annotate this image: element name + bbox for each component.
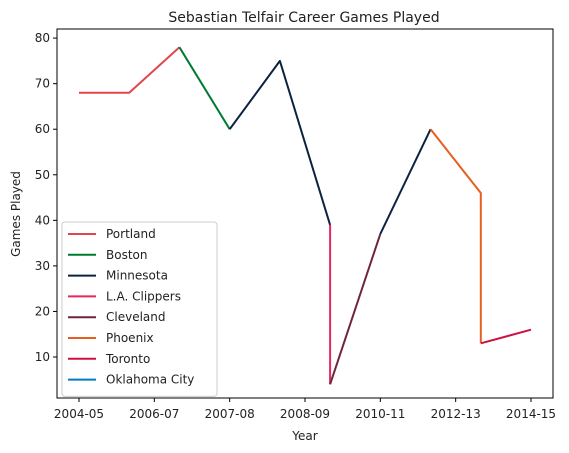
x-tick-label: 2014-15	[506, 407, 556, 421]
y-tick-label: 10	[35, 350, 50, 364]
series-line-1	[178, 46, 231, 130]
x-tick-label: 2012-13	[431, 407, 481, 421]
x-tick-label: 2008-09	[280, 407, 330, 421]
x-tick-label: 2006-07	[129, 407, 179, 421]
y-tick-label: 70	[35, 77, 50, 91]
y-axis-label: Games Played	[9, 171, 23, 257]
legend-label: Boston	[106, 248, 147, 262]
y-tick-label: 20	[35, 304, 50, 318]
series-line-4	[329, 233, 382, 385]
series-line-7	[480, 328, 532, 345]
legend: Portland Boston Minnesota L.A. Clippers Clev…	[61, 221, 218, 397]
x-tick-label: 2004-05	[54, 407, 104, 421]
x-tick-label: 2007-08	[205, 407, 255, 421]
series-line-2	[228, 59, 332, 226]
y-tick-label: 60	[35, 122, 50, 136]
legend-label: Phoenix	[106, 331, 154, 345]
legend-label: Oklahoma City	[106, 373, 194, 387]
x-axis: 2004-05 2006-07 2007-08 2008-09 2010-11 2012-…	[54, 398, 556, 421]
legend-box	[61, 221, 218, 397]
x-axis-label: Year	[291, 429, 317, 443]
legend-label: L.A. Clippers	[106, 289, 181, 303]
series-line-6	[429, 128, 482, 344]
legend-label: Toronto	[105, 352, 150, 366]
y-tick-label: 30	[35, 259, 50, 273]
y-tick-label: 80	[35, 31, 50, 45]
series-line-5	[379, 128, 432, 235]
chart-title: Sebastian Telfair Career Games Played	[168, 10, 439, 26]
series-line-0	[79, 46, 181, 94]
y-tick-label: 50	[35, 168, 50, 182]
x-tick-label: 2010-11	[355, 407, 405, 421]
y-axis: 10 20 30 40 50 60 70 80	[35, 31, 57, 364]
legend-label: Cleveland	[106, 310, 166, 324]
y-tick-label: 40	[35, 213, 50, 227]
legend-label: Minnesota	[106, 269, 168, 283]
legend-label: Portland	[106, 227, 156, 241]
series-lines	[79, 46, 532, 385]
